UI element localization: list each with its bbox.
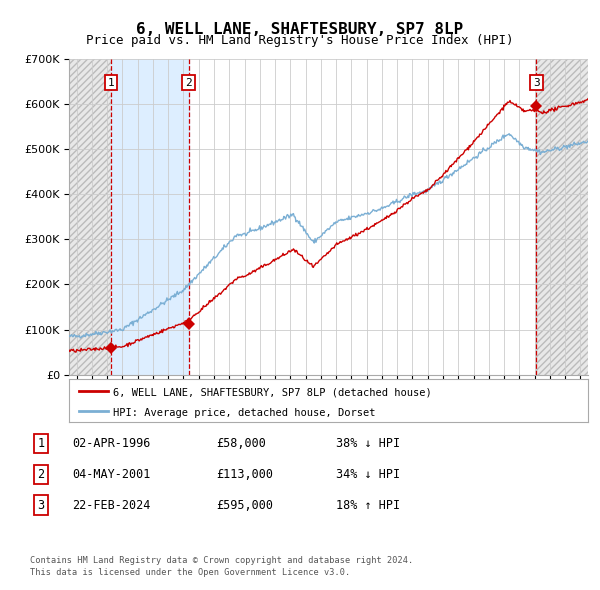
Bar [111, 59, 188, 375]
Text: Contains HM Land Registry data © Crown copyright and database right 2024.: Contains HM Land Registry data © Crown c… [30, 556, 413, 565]
Text: 2: 2 [185, 78, 192, 88]
Bar [536, 59, 588, 375]
Text: 22-FEB-2024: 22-FEB-2024 [72, 499, 151, 512]
Text: 1: 1 [37, 437, 44, 450]
Text: 04-MAY-2001: 04-MAY-2001 [72, 468, 151, 481]
Text: HPI: Average price, detached house, Dorset: HPI: Average price, detached house, Dors… [113, 408, 376, 418]
Text: £58,000: £58,000 [216, 437, 266, 450]
Text: 2: 2 [37, 468, 44, 481]
Text: 3: 3 [37, 499, 44, 512]
Text: 02-APR-1996: 02-APR-1996 [72, 437, 151, 450]
Text: £595,000: £595,000 [216, 499, 273, 512]
Text: 1: 1 [107, 78, 115, 88]
Text: 6, WELL LANE, SHAFTESBURY, SP7 8LP: 6, WELL LANE, SHAFTESBURY, SP7 8LP [136, 22, 464, 37]
Text: £113,000: £113,000 [216, 468, 273, 481]
Text: 38% ↓ HPI: 38% ↓ HPI [336, 437, 400, 450]
Text: 6, WELL LANE, SHAFTESBURY, SP7 8LP (detached house): 6, WELL LANE, SHAFTESBURY, SP7 8LP (deta… [113, 388, 432, 398]
Text: 18% ↑ HPI: 18% ↑ HPI [336, 499, 400, 512]
Bar [69, 59, 111, 375]
Bar [536, 59, 588, 375]
Text: 34% ↓ HPI: 34% ↓ HPI [336, 468, 400, 481]
Text: This data is licensed under the Open Government Licence v3.0.: This data is licensed under the Open Gov… [30, 568, 350, 577]
Bar [69, 59, 111, 375]
Text: Price paid vs. HM Land Registry's House Price Index (HPI): Price paid vs. HM Land Registry's House … [86, 34, 514, 47]
Text: 3: 3 [533, 78, 540, 88]
